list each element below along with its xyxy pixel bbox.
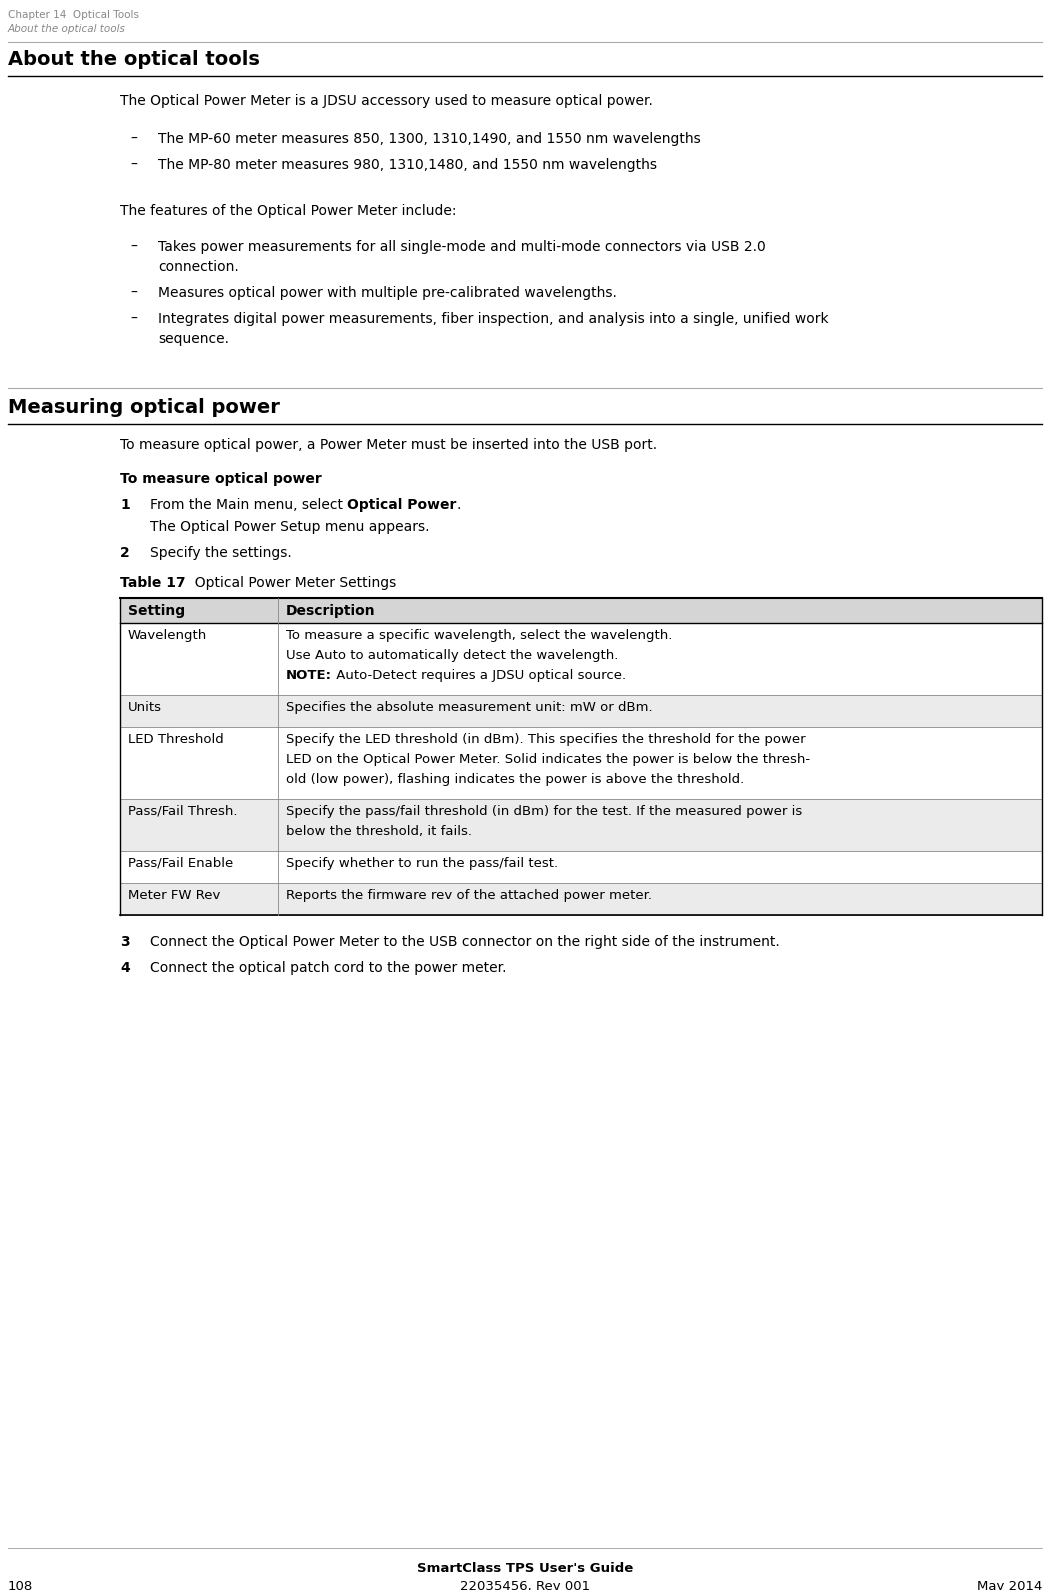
Text: Meter FW Rev: Meter FW Rev <box>128 889 220 902</box>
Text: Specify the settings.: Specify the settings. <box>150 545 292 560</box>
Text: Setting: Setting <box>128 604 185 619</box>
Text: LED on the Optical Power Meter. Solid indicates the power is below the thresh-: LED on the Optical Power Meter. Solid in… <box>286 754 811 766</box>
Text: connection.: connection. <box>158 261 238 273</box>
Text: To measure optical power, a Power Meter must be inserted into the USB port.: To measure optical power, a Power Meter … <box>120 437 657 452</box>
Bar <box>120 800 1042 851</box>
Text: About the optical tools: About the optical tools <box>8 49 260 68</box>
Text: NOTE:: NOTE: <box>286 669 332 682</box>
Text: Integrates digital power measurements, fiber inspection, and analysis into a sin: Integrates digital power measurements, f… <box>158 312 828 326</box>
Bar <box>120 727 1042 800</box>
Text: Table 17: Table 17 <box>120 576 186 590</box>
Text: Optical Power Meter Settings: Optical Power Meter Settings <box>186 576 396 590</box>
Text: Wavelength: Wavelength <box>128 630 207 642</box>
Text: –: – <box>130 157 136 172</box>
Text: To measure optical power: To measure optical power <box>120 472 321 487</box>
Text: Measuring optical power: Measuring optical power <box>8 398 280 417</box>
Text: Auto-Detect requires a JDSU optical source.: Auto-Detect requires a JDSU optical sour… <box>332 669 626 682</box>
Text: 4: 4 <box>120 960 130 975</box>
Text: The MP-60 meter measures 850, 1300, 1310,1490, and 1550 nm wavelengths: The MP-60 meter measures 850, 1300, 1310… <box>158 132 700 146</box>
Bar <box>120 882 1042 914</box>
Text: Chapter 14  Optical Tools: Chapter 14 Optical Tools <box>8 10 139 21</box>
Bar <box>120 695 1042 727</box>
Text: The Optical Power Setup menu appears.: The Optical Power Setup menu appears. <box>150 520 429 534</box>
Text: Pass/Fail Thresh.: Pass/Fail Thresh. <box>128 805 237 817</box>
Text: May 2014: May 2014 <box>976 1580 1042 1590</box>
Text: Use Auto to automatically detect the wavelength.: Use Auto to automatically detect the wav… <box>286 649 618 661</box>
Bar <box>120 623 1042 695</box>
Text: Specifies the absolute measurement unit: mW or dBm.: Specifies the absolute measurement unit:… <box>286 701 653 714</box>
Text: To measure a specific wavelength, select the wavelength.: To measure a specific wavelength, select… <box>286 630 672 642</box>
Text: Measures optical power with multiple pre-calibrated wavelengths.: Measures optical power with multiple pre… <box>158 286 617 301</box>
Text: Pass/Fail Enable: Pass/Fail Enable <box>128 857 233 870</box>
Text: 108: 108 <box>8 1580 34 1590</box>
Text: 22035456, Rev 001: 22035456, Rev 001 <box>460 1580 590 1590</box>
Text: SmartClass TPS User's Guide: SmartClass TPS User's Guide <box>417 1561 633 1576</box>
Text: Takes power measurements for all single-mode and multi-mode connectors via USB 2: Takes power measurements for all single-… <box>158 240 765 254</box>
Text: Optical Power: Optical Power <box>348 498 457 512</box>
Text: –: – <box>130 132 136 146</box>
Text: Connect the Optical Power Meter to the USB connector on the right side of the in: Connect the Optical Power Meter to the U… <box>150 935 780 949</box>
Text: From the Main menu, select: From the Main menu, select <box>150 498 348 512</box>
Text: below the threshold, it fails.: below the threshold, it fails. <box>286 825 472 838</box>
Bar <box>120 851 1042 882</box>
Text: The features of the Optical Power Meter include:: The features of the Optical Power Meter … <box>120 204 457 218</box>
Text: Description: Description <box>286 604 376 619</box>
Text: –: – <box>130 240 136 254</box>
Text: The Optical Power Meter is a JDSU accessory used to measure optical power.: The Optical Power Meter is a JDSU access… <box>120 94 653 108</box>
Text: 3: 3 <box>120 935 129 949</box>
Text: Reports the firmware rev of the attached power meter.: Reports the firmware rev of the attached… <box>286 889 652 902</box>
Text: Specify whether to run the pass/fail test.: Specify whether to run the pass/fail tes… <box>286 857 559 870</box>
Text: About the optical tools: About the optical tools <box>8 24 126 33</box>
Text: .: . <box>457 498 461 512</box>
Text: Specify the LED threshold (in dBm). This specifies the threshold for the power: Specify the LED threshold (in dBm). This… <box>286 733 805 746</box>
Text: sequence.: sequence. <box>158 332 229 347</box>
Text: 1: 1 <box>120 498 130 512</box>
Text: –: – <box>130 312 136 326</box>
Text: The MP-80 meter measures 980, 1310,1480, and 1550 nm wavelengths: The MP-80 meter measures 980, 1310,1480,… <box>158 157 657 172</box>
Text: Specify the pass/fail threshold (in dBm) for the test. If the measured power is: Specify the pass/fail threshold (in dBm)… <box>286 805 802 817</box>
Text: LED Threshold: LED Threshold <box>128 733 224 746</box>
Text: old (low power), flashing indicates the power is above the threshold.: old (low power), flashing indicates the … <box>286 773 744 785</box>
Text: Units: Units <box>128 701 162 714</box>
Text: Connect the optical patch cord to the power meter.: Connect the optical patch cord to the po… <box>150 960 506 975</box>
Bar <box>120 599 1042 623</box>
Text: –: – <box>130 286 136 301</box>
Text: 2: 2 <box>120 545 130 560</box>
